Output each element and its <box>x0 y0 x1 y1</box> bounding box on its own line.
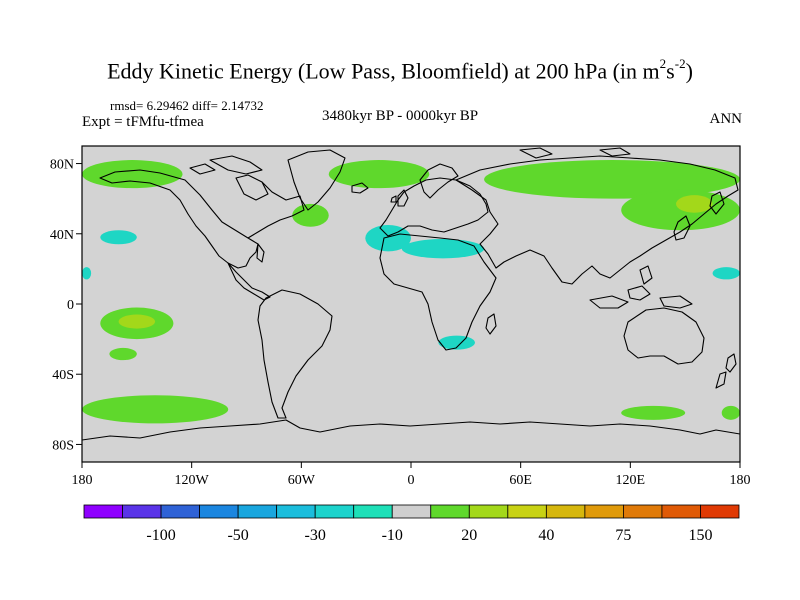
colorbar-box <box>391 504 432 519</box>
anomaly-region-south-pacific-small <box>109 347 137 361</box>
coastline-australia <box>623 307 705 365</box>
coastline-madagascar <box>485 313 497 335</box>
anomaly-region-east-pacific-negative <box>712 267 740 280</box>
experiment-label: Expt = tFMfu-tfmea <box>82 114 204 130</box>
colorbar-label: -10 <box>382 527 403 544</box>
colorbar-label: 20 <box>461 527 477 544</box>
coastline-hudson-bay <box>235 174 269 201</box>
coastline-iceland <box>351 182 369 194</box>
colorbar-label: -30 <box>305 527 326 544</box>
colorbar-box <box>468 504 509 519</box>
coastline-kamchatka <box>709 191 725 215</box>
map-panel: 180 120W 60W 0 60E 120E 180 80N 40N 0 40S 80S <box>50 145 751 488</box>
colorbar-label: 150 <box>688 527 712 544</box>
colorbar-box <box>507 504 547 519</box>
coastline-canada-east <box>247 181 305 239</box>
colorbar-box <box>430 504 470 519</box>
anomaly-region-eurasian-arctic <box>484 160 740 199</box>
colorbar-box <box>83 504 123 519</box>
anomaly-region-southern-ocean-west <box>82 395 229 424</box>
coastline-arctic-asia-islands <box>519 147 631 159</box>
colorbar-box <box>122 504 162 519</box>
x-tick-label: 180 <box>730 473 751 488</box>
anomaly-region-mediterranean-negative <box>401 239 485 259</box>
coastline-south-america <box>257 289 333 419</box>
coastline-central-america <box>227 262 271 301</box>
coastline-antarctica <box>82 419 740 441</box>
colorbar-box <box>623 504 663 519</box>
coastline-europe <box>379 177 489 237</box>
anomaly-region-central-pacific-core <box>118 314 156 329</box>
x-tick-label: 60W <box>288 473 316 488</box>
figure-title: Eddy Kinetic Energy (Low Pass, Bloomfiel… <box>107 56 693 84</box>
x-tick-label: 180 <box>72 473 93 488</box>
colorbar-box <box>276 504 316 519</box>
anomaly-region-east-asia-pacific <box>621 189 740 231</box>
anomaly-region-west-pacific-negative <box>100 230 137 245</box>
coastline-se-asia-islands <box>589 265 693 309</box>
coastline-florida <box>256 243 265 263</box>
colorbar-box <box>661 504 701 519</box>
coastline-scandinavia <box>419 163 459 199</box>
period-label: 3480kyr BP - 0000kyr BP <box>321 108 479 124</box>
coastline-africa <box>379 233 497 351</box>
anomaly-region-southern-ocean-dateline <box>721 405 740 420</box>
colorbar-box <box>353 504 393 519</box>
colorbar-box <box>160 504 200 519</box>
anomaly-region-siberia-core <box>676 195 713 213</box>
map-ticks: 180 120W 60W 0 60E 120E 180 80N 40N 0 40S 80S <box>50 158 751 488</box>
coastlines <box>82 147 740 441</box>
colorbar-box <box>237 504 278 519</box>
colorbar-box <box>314 504 355 519</box>
y-tick-label: 40S <box>52 368 74 383</box>
colorbar-label: 75 <box>615 527 631 544</box>
colorbar-box <box>700 504 740 519</box>
colorbar-box <box>199 504 239 519</box>
anomaly-region-southern-ocean-east <box>621 405 686 420</box>
anomaly-region-africa-south-negative <box>438 335 475 350</box>
coastline-greenland <box>287 149 346 211</box>
anomaly-region-arctic-north-america <box>82 160 183 189</box>
colorbar-label: -100 <box>146 527 175 544</box>
y-tick-label: 40N <box>50 228 74 243</box>
anomaly-region-dateline-edge-negative <box>82 267 92 280</box>
x-tick-label: 120W <box>175 473 210 488</box>
anomaly-region-north-atlantic-patch <box>292 203 329 227</box>
coastline-new-zealand <box>715 353 737 389</box>
coastline-arctic-islands <box>189 155 263 175</box>
colorbar: -100 -50 -30 -10 20 40 75 150 <box>83 504 740 544</box>
x-tick-label: 0 <box>408 473 415 488</box>
stats-text: rmsd= 6.29462 diff= 2.14732 <box>110 98 264 113</box>
season-label: ANN <box>709 111 743 127</box>
y-tick-label: 80N <box>50 158 74 173</box>
x-tick-label: 60E <box>509 473 532 488</box>
coastline-japan <box>673 215 691 241</box>
x-tick-label: 120E <box>616 473 646 488</box>
coastline-uk <box>390 189 409 207</box>
y-tick-label: 0 <box>67 298 74 313</box>
colorbar-box <box>545 504 586 519</box>
anomaly-region-greenland-atlantic <box>328 160 430 189</box>
coastline-asia <box>455 155 739 285</box>
coastline-north-america <box>99 169 259 269</box>
colorbar-label: -50 <box>227 527 248 544</box>
y-tick-label: 80S <box>52 438 74 453</box>
colorbar-box <box>584 504 624 519</box>
colorbar-label: 40 <box>538 527 554 544</box>
